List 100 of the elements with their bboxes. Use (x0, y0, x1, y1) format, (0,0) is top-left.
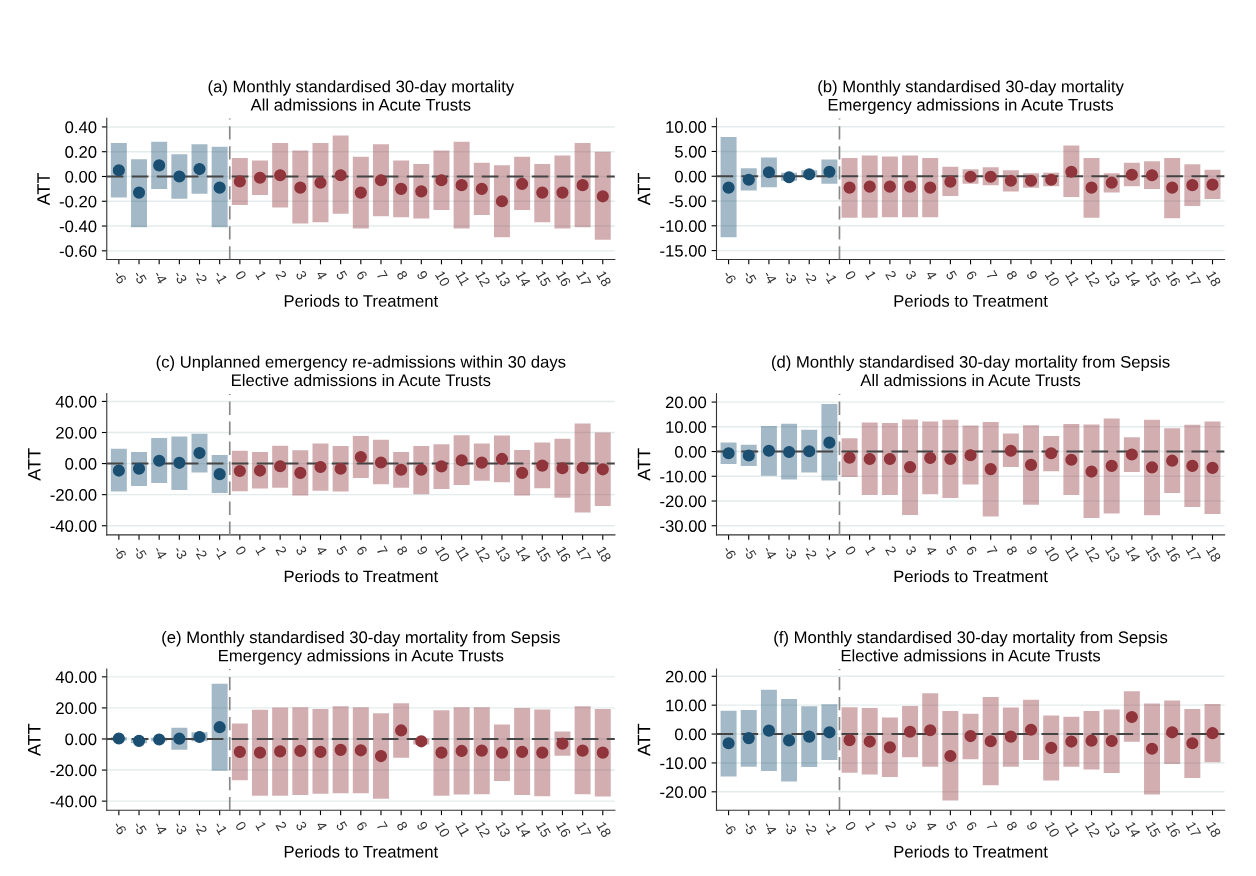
x-tick-label: 6 (965, 545, 978, 556)
x-tick-label: 7 (986, 270, 998, 281)
x-tick-label: 4 (925, 545, 938, 556)
x-tick-label: 0 (234, 545, 247, 556)
x-tick-label: 2 (275, 545, 288, 556)
y-axis-title: ATT (637, 448, 651, 481)
x-tick-label: -2 (803, 269, 818, 285)
chart-subtitle: All admissions in Acute Trusts (860, 373, 1081, 387)
x-tick-label: 9 (416, 269, 429, 281)
chart-subtitle: Emergency admissions in Acute Trusts (219, 649, 504, 665)
x-tick-label: -4 (153, 820, 168, 836)
x-tick-label: -2 (803, 820, 818, 836)
x-tick-label: 12 (1085, 270, 1101, 288)
y-tick-label: 10.00 (666, 121, 707, 133)
x-tick-label: 11 (1065, 821, 1080, 837)
x-axis-title: Periods to Treatment (284, 845, 439, 858)
x-tick-label: 14 (1125, 545, 1141, 563)
x-tick-label: -1 (213, 820, 228, 836)
chart-subtitle: All admissions in Acute Trusts (250, 98, 471, 111)
x-tick-label: 6 (356, 545, 368, 556)
x-tick-label: 7 (376, 820, 388, 832)
x-tick-label: 6 (356, 820, 368, 832)
x-tick-label: 16 (555, 821, 572, 838)
x-tick-label: 10 (434, 270, 451, 288)
x-tick-label: 7 (986, 545, 998, 556)
y-tick-label: 0.00 (65, 170, 97, 183)
x-tick-label: 2 (885, 545, 897, 556)
y-tick-label: 10.00 (666, 699, 707, 712)
x-tick-label: 5 (945, 545, 958, 556)
x-axis-title: Periods to Treatment (894, 845, 1048, 858)
x-tick-label: 17 (576, 545, 592, 563)
x-tick-label: 11 (455, 821, 471, 837)
y-tick-label: -40.00 (50, 795, 97, 808)
x-tick-label: 9 (1026, 545, 1038, 556)
x-tick-label: 16 (1165, 270, 1182, 288)
x-tick-label: -5 (742, 820, 757, 836)
chart-title: (c) Unplanned emergency re-admissions within 30 days (156, 355, 566, 372)
x-tick-label: 6 (965, 820, 978, 832)
x-tick-label: 15 (1145, 821, 1161, 838)
x-tick-label: 15 (535, 545, 552, 563)
x-tick-label: 17 (576, 821, 592, 838)
y-tick-label: -10.00 (660, 220, 707, 232)
x-tick-label: -4 (763, 270, 777, 285)
x-tick-label: -1 (823, 545, 838, 560)
x-tick-label: 14 (1125, 821, 1141, 839)
y-tick-label: -0.20 (59, 195, 97, 208)
x-tick-label: 1 (255, 821, 267, 832)
x-tick-label: 2 (885, 270, 897, 281)
x-tick-label: 1 (865, 270, 877, 281)
x-tick-label: 3 (295, 269, 308, 281)
x-tick-label: 18 (596, 270, 612, 288)
x-tick-label: 5 (945, 269, 958, 281)
y-axis-title: ATT (37, 172, 50, 206)
y-tick-label: 20.00 (56, 426, 97, 439)
x-tick-label: 13 (495, 545, 511, 563)
x-axis-title: Periods to Treatment (894, 294, 1048, 307)
y-tick-label: -0.60 (59, 245, 97, 258)
y-tick-label: -10.00 (660, 757, 707, 770)
x-tick-label: -6 (722, 545, 737, 560)
chart-subtitle: Elective admissions in Acute Trusts (232, 373, 491, 387)
x-tick-label: -4 (763, 820, 777, 836)
x-tick-label: -2 (193, 820, 208, 836)
x-tick-label: 3 (295, 820, 308, 832)
y-tick-label: 5.00 (675, 145, 707, 158)
y-tick-label: 0.00 (65, 733, 97, 746)
x-tick-label: -6 (112, 820, 127, 836)
x-tick-label: 3 (905, 820, 917, 832)
chart-title: (d) Monthly standardised 30-day mortality from Sepsis (771, 355, 1170, 372)
chart-subtitle: Elective admissions in Acute Trusts (841, 649, 1101, 662)
y-tick-label: 0.20 (65, 146, 97, 158)
x-tick-label: 18 (1205, 270, 1222, 288)
x-tick-label: -3 (173, 269, 188, 285)
x-tick-label: -5 (133, 820, 147, 836)
x-tick-label: 11 (1065, 545, 1080, 562)
x-tick-label: -5 (742, 545, 757, 560)
x-tick-label: 10 (1044, 821, 1061, 839)
x-tick-label: 6 (356, 270, 368, 281)
x-tick-label: 2 (275, 270, 288, 281)
x-tick-label: 3 (295, 545, 308, 556)
x-tick-label: 8 (1006, 269, 1018, 281)
x-tick-label: -2 (193, 545, 208, 560)
x-tick-label: 10 (1044, 545, 1061, 563)
chart-title: (e) Monthly standardised 30-day mortality from Sepsis (162, 630, 560, 647)
x-tick-label: 10 (1044, 270, 1061, 288)
x-tick-label: 15 (1145, 270, 1161, 288)
x-tick-label: 18 (1205, 821, 1222, 838)
x-tick-label: 4 (315, 269, 328, 281)
x-tick-label: 12 (475, 545, 491, 563)
y-tick-label: -20.00 (50, 489, 97, 501)
x-tick-label: 12 (1085, 821, 1101, 838)
y-axis-title: ATT (637, 172, 651, 206)
x-tick-label: 5 (945, 820, 958, 832)
x-tick-label: 0 (844, 820, 857, 832)
x-axis-title: Periods to Treatment (284, 570, 439, 583)
y-tick-label: -20.00 (50, 764, 97, 777)
x-tick-label: 1 (255, 270, 267, 281)
x-tick-label: 7 (376, 545, 388, 556)
y-tick-label: -5.00 (669, 195, 707, 208)
x-tick-label: -2 (803, 545, 818, 560)
x-tick-label: 9 (1026, 820, 1038, 832)
